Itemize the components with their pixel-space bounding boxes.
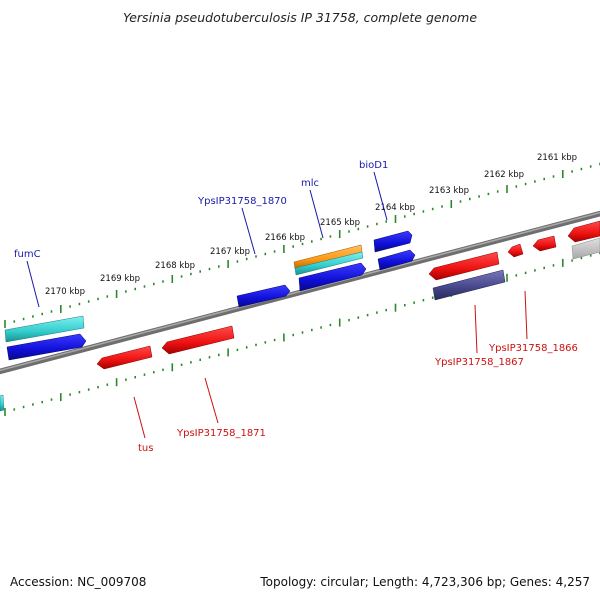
label-fumC: fumC	[14, 249, 41, 260]
scale-labels: 2161 kbp 2162 kbp 2163 kbp 2164 kbp 2165…	[45, 153, 577, 297]
gene-mlc[interactable]	[298, 262, 367, 292]
tick-label-2167: 2167 kbp	[210, 247, 250, 257]
tick-label-2168: 2168 kbp	[155, 261, 195, 271]
upper-scale-track	[4, 162, 600, 328]
gene-YpsIP31758-1870[interactable]	[236, 284, 291, 308]
tick-label-2166: 2166 kbp	[265, 233, 305, 243]
tick-label-2161: 2161 kbp	[537, 153, 577, 163]
label-tus: tus	[138, 443, 153, 454]
label-bioD1: bioD1	[359, 160, 388, 171]
label-leader-lines	[26, 171, 528, 439]
gene-reverse-small-1[interactable]	[507, 243, 524, 258]
leader-mlc	[309, 189, 324, 239]
label-YpsIP31758-1866: YpsIP31758_1866	[488, 343, 578, 354]
leader-YpsIP31758-1870	[241, 207, 256, 255]
tick-label-2163: 2163 kbp	[429, 186, 469, 196]
accession-text: Accession: NC_009708	[10, 575, 146, 589]
gene-reverse-edge[interactable]	[567, 220, 600, 243]
gene-bioD1-b[interactable]	[377, 249, 416, 271]
label-YpsIP31758-1867: YpsIP31758_1867	[434, 357, 524, 368]
label-YpsIP31758-1870: YpsIP31758_1870	[197, 196, 287, 207]
label-mlc: mlc	[301, 178, 319, 189]
gene-cyan-edge-left[interactable]	[0, 394, 5, 412]
label-YpsIP31758-1871: YpsIP31758_1871	[176, 428, 266, 439]
gene-gray-edge[interactable]	[571, 237, 600, 260]
gene-mlc-rna[interactable]	[294, 251, 364, 276]
gene-YpsIP31758-1867[interactable]	[428, 251, 500, 281]
forward-strand-genes	[4, 230, 416, 361]
gene-bioD1-a[interactable]	[373, 230, 413, 253]
leader-bioD1	[373, 171, 388, 221]
genome-backbone	[0, 210, 600, 375]
tick-label-2170: 2170 kbp	[45, 287, 85, 297]
tick-label-2165: 2165 kbp	[320, 218, 360, 228]
gene-tus[interactable]	[96, 345, 153, 370]
reverse-strand-genes	[0, 220, 600, 412]
gene-fumC[interactable]	[4, 315, 85, 343]
leader-YpsIP31758-1867	[474, 304, 478, 354]
leader-fumC	[26, 260, 40, 308]
lower-scale-track	[4, 251, 600, 416]
leader-YpsIP31758-1871	[204, 377, 219, 424]
leader-YpsIP31758-1866	[524, 290, 528, 340]
tick-label-2164: 2164 kbp	[375, 203, 415, 213]
gene-YpsIP31758-1871[interactable]	[161, 325, 235, 355]
genome-summary-text: Topology: circular; Length: 4,723,306 bp…	[259, 575, 590, 589]
gene-forward-1[interactable]	[6, 333, 87, 361]
tick-label-2162: 2162 kbp	[484, 170, 524, 180]
leader-tus	[133, 396, 146, 439]
gene-reverse-small-2[interactable]	[532, 235, 557, 252]
gene-labels: fumC YpsIP31758_1870 mlc bioD1 tus YpsIP…	[14, 160, 578, 454]
gene-YpsIP31758-1866[interactable]	[432, 269, 506, 301]
map-title: Yersinia pseudotuberculosis IP 31758, co…	[123, 10, 477, 25]
tick-label-2169: 2169 kbp	[100, 274, 140, 284]
